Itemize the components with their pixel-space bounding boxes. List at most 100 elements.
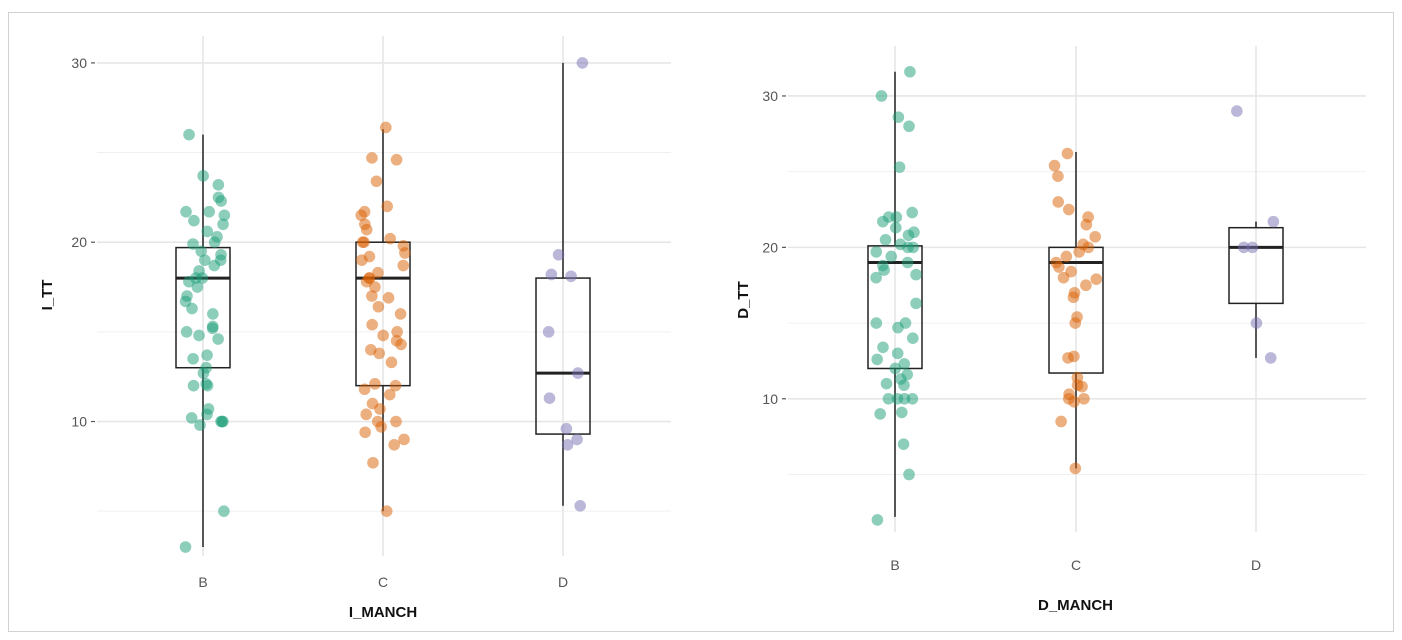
data-point bbox=[391, 326, 403, 338]
data-point bbox=[194, 419, 206, 431]
data-point bbox=[875, 90, 888, 102]
data-point bbox=[907, 241, 919, 254]
data-point bbox=[193, 329, 205, 342]
data-point bbox=[201, 379, 214, 392]
data-point bbox=[1250, 317, 1263, 329]
data-point bbox=[381, 200, 393, 213]
data-point bbox=[203, 205, 215, 218]
data-point bbox=[206, 322, 219, 335]
data-point bbox=[1238, 241, 1250, 254]
data-point bbox=[882, 392, 895, 405]
data-point bbox=[373, 347, 386, 360]
data-point bbox=[360, 408, 373, 421]
data-point bbox=[891, 347, 904, 360]
data-point bbox=[358, 383, 371, 396]
data-point bbox=[196, 272, 209, 284]
data-point bbox=[366, 318, 378, 331]
data-point bbox=[910, 268, 922, 281]
points-d bbox=[1231, 105, 1280, 364]
data-point bbox=[185, 412, 198, 424]
data-point bbox=[892, 321, 904, 334]
y-tick-label: 20 bbox=[762, 239, 778, 255]
x-axis-title: D_MANCH bbox=[1038, 597, 1113, 614]
data-point bbox=[878, 264, 890, 276]
data-point bbox=[890, 211, 903, 223]
box-plot-2: 10 20 30 B C D D_MANCH D_TT bbox=[735, 46, 1366, 614]
data-point bbox=[187, 238, 199, 250]
data-point bbox=[388, 439, 401, 451]
data-point bbox=[208, 259, 221, 272]
data-point bbox=[870, 246, 883, 258]
data-point bbox=[1246, 241, 1259, 254]
data-point bbox=[561, 439, 574, 451]
data-point bbox=[372, 300, 385, 313]
data-point bbox=[366, 290, 378, 302]
data-point bbox=[199, 254, 211, 266]
data-point bbox=[871, 514, 884, 526]
data-point bbox=[212, 179, 225, 191]
points-b bbox=[870, 65, 922, 526]
y-axis-title: D_TT bbox=[735, 281, 752, 319]
data-point bbox=[1089, 230, 1102, 243]
data-point bbox=[895, 406, 908, 419]
y-tick-label: 30 bbox=[762, 88, 778, 104]
data-point bbox=[367, 456, 379, 469]
data-point bbox=[880, 377, 893, 390]
data-point bbox=[890, 221, 902, 234]
data-point bbox=[904, 65, 916, 78]
data-point bbox=[360, 275, 373, 288]
data-point bbox=[906, 206, 918, 219]
data-point bbox=[1080, 279, 1092, 292]
data-point bbox=[385, 356, 398, 369]
data-point bbox=[218, 505, 230, 517]
data-point bbox=[1076, 380, 1088, 393]
data-point bbox=[1068, 395, 1080, 408]
y-tick-label: 30 bbox=[71, 55, 87, 71]
data-point bbox=[889, 362, 902, 375]
data-point bbox=[187, 379, 200, 392]
data-point bbox=[898, 358, 911, 370]
data-point bbox=[395, 338, 407, 351]
data-point bbox=[359, 426, 371, 439]
data-point bbox=[1048, 159, 1061, 172]
data-point bbox=[1052, 196, 1065, 208]
data-point bbox=[545, 268, 558, 281]
data-point bbox=[191, 281, 204, 293]
data-point bbox=[197, 170, 209, 182]
data-point bbox=[907, 332, 919, 345]
data-point bbox=[903, 468, 915, 481]
data-point bbox=[1264, 352, 1277, 364]
y-axis-title: I_TT bbox=[39, 280, 56, 311]
data-point bbox=[877, 215, 889, 228]
data-point bbox=[898, 379, 910, 391]
y-tick-label: 10 bbox=[762, 391, 778, 407]
data-point bbox=[1052, 170, 1064, 183]
data-point bbox=[389, 379, 402, 392]
data-point bbox=[197, 367, 210, 379]
data-point bbox=[187, 352, 199, 365]
x-tick-label: B bbox=[890, 557, 899, 573]
y-tick-label: 20 bbox=[71, 234, 87, 250]
data-point bbox=[552, 248, 565, 261]
data-point bbox=[560, 422, 573, 435]
x-tick-label: D bbox=[1251, 557, 1261, 573]
data-point bbox=[374, 403, 386, 415]
data-point bbox=[542, 326, 555, 338]
data-point bbox=[369, 378, 381, 390]
data-point bbox=[870, 317, 883, 329]
data-point bbox=[375, 421, 387, 433]
data-point bbox=[874, 408, 886, 420]
box-iqr bbox=[535, 277, 591, 435]
points-b bbox=[179, 128, 231, 553]
data-point bbox=[366, 152, 378, 164]
data-point bbox=[360, 223, 373, 236]
data-point bbox=[195, 245, 207, 257]
data-point bbox=[215, 415, 227, 428]
data-point bbox=[1267, 215, 1280, 228]
data-point bbox=[201, 349, 213, 361]
data-point bbox=[201, 225, 214, 238]
data-point bbox=[372, 266, 384, 279]
data-point bbox=[1231, 105, 1243, 117]
points-d bbox=[542, 57, 589, 512]
data-point bbox=[1062, 203, 1075, 216]
